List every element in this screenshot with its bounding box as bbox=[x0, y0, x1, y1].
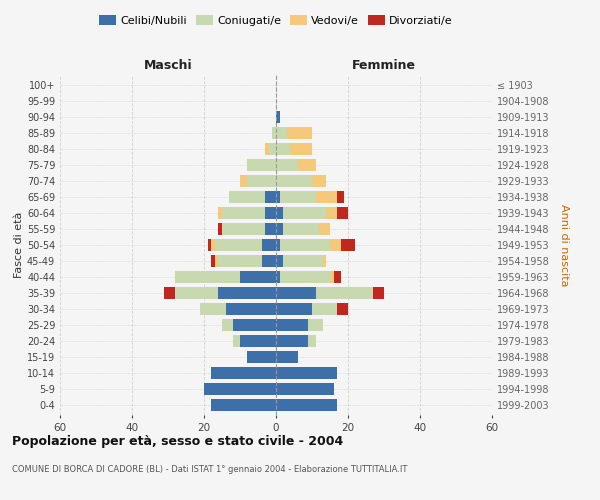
Bar bbox=[330, 271, 334, 283]
Bar bbox=[164, 287, 175, 299]
Bar bbox=[276, 287, 316, 299]
Bar bbox=[265, 143, 269, 155]
Bar bbox=[247, 175, 276, 187]
Bar bbox=[308, 319, 323, 331]
Bar bbox=[276, 271, 280, 283]
Bar bbox=[280, 191, 316, 203]
Bar bbox=[276, 303, 312, 315]
Bar bbox=[298, 159, 316, 171]
Bar bbox=[276, 159, 298, 171]
Bar bbox=[222, 319, 233, 331]
Bar bbox=[308, 335, 316, 347]
Bar bbox=[211, 255, 215, 267]
Bar bbox=[262, 255, 276, 267]
Bar bbox=[211, 239, 215, 251]
Bar bbox=[218, 287, 276, 299]
Bar bbox=[240, 335, 276, 347]
Bar bbox=[269, 143, 276, 155]
Bar bbox=[233, 319, 276, 331]
Bar bbox=[280, 239, 330, 251]
Bar bbox=[341, 239, 355, 251]
Bar bbox=[283, 255, 323, 267]
Bar bbox=[337, 303, 348, 315]
Bar bbox=[276, 400, 337, 411]
Text: Maschi: Maschi bbox=[143, 59, 193, 72]
Bar bbox=[290, 143, 312, 155]
Bar bbox=[229, 191, 265, 203]
Bar bbox=[276, 223, 283, 235]
Bar bbox=[276, 175, 312, 187]
Y-axis label: Anni di nascita: Anni di nascita bbox=[559, 204, 569, 286]
Bar bbox=[334, 271, 341, 283]
Bar bbox=[276, 126, 287, 138]
Bar bbox=[276, 351, 298, 364]
Bar bbox=[316, 191, 337, 203]
Bar bbox=[276, 143, 290, 155]
Bar bbox=[330, 239, 341, 251]
Bar bbox=[319, 223, 330, 235]
Bar bbox=[323, 255, 326, 267]
Bar bbox=[276, 207, 283, 219]
Bar bbox=[226, 303, 276, 315]
Text: COMUNE DI BORCA DI CADORE (BL) - Dati ISTAT 1° gennaio 2004 - Elaborazione TUTTI: COMUNE DI BORCA DI CADORE (BL) - Dati IS… bbox=[12, 465, 407, 474]
Bar bbox=[240, 175, 247, 187]
Bar bbox=[326, 207, 337, 219]
Bar bbox=[175, 287, 218, 299]
Bar bbox=[262, 239, 276, 251]
Bar bbox=[218, 207, 222, 219]
Bar bbox=[233, 335, 240, 347]
Bar bbox=[276, 368, 337, 380]
Bar bbox=[265, 207, 276, 219]
Bar bbox=[373, 287, 384, 299]
Bar bbox=[312, 303, 337, 315]
Bar bbox=[200, 303, 226, 315]
Bar bbox=[272, 126, 276, 138]
Legend: Celibi/Nubili, Coniugati/e, Vedovi/e, Divorziati/e: Celibi/Nubili, Coniugati/e, Vedovi/e, Di… bbox=[95, 10, 457, 30]
Bar bbox=[283, 223, 319, 235]
Bar bbox=[215, 239, 262, 251]
Bar bbox=[222, 223, 265, 235]
Bar bbox=[337, 207, 348, 219]
Bar bbox=[218, 223, 222, 235]
Bar bbox=[240, 271, 276, 283]
Bar bbox=[287, 126, 312, 138]
Bar bbox=[337, 191, 344, 203]
Bar bbox=[276, 384, 334, 396]
Bar bbox=[247, 159, 276, 171]
Bar bbox=[276, 319, 308, 331]
Bar bbox=[316, 287, 373, 299]
Bar bbox=[175, 271, 240, 283]
Bar bbox=[211, 368, 276, 380]
Bar bbox=[280, 271, 330, 283]
Bar bbox=[265, 191, 276, 203]
Bar bbox=[211, 400, 276, 411]
Bar bbox=[312, 175, 326, 187]
Bar bbox=[276, 110, 280, 122]
Bar bbox=[218, 255, 262, 267]
Bar bbox=[208, 239, 211, 251]
Bar bbox=[276, 255, 283, 267]
Text: Femmine: Femmine bbox=[352, 59, 416, 72]
Text: Popolazione per età, sesso e stato civile - 2004: Popolazione per età, sesso e stato civil… bbox=[12, 435, 343, 448]
Bar bbox=[222, 207, 265, 219]
Bar bbox=[276, 239, 280, 251]
Bar bbox=[265, 223, 276, 235]
Bar bbox=[276, 191, 280, 203]
Bar bbox=[247, 351, 276, 364]
Bar bbox=[276, 335, 308, 347]
Bar bbox=[283, 207, 326, 219]
Y-axis label: Fasce di età: Fasce di età bbox=[14, 212, 24, 278]
Bar bbox=[204, 384, 276, 396]
Bar bbox=[215, 255, 218, 267]
